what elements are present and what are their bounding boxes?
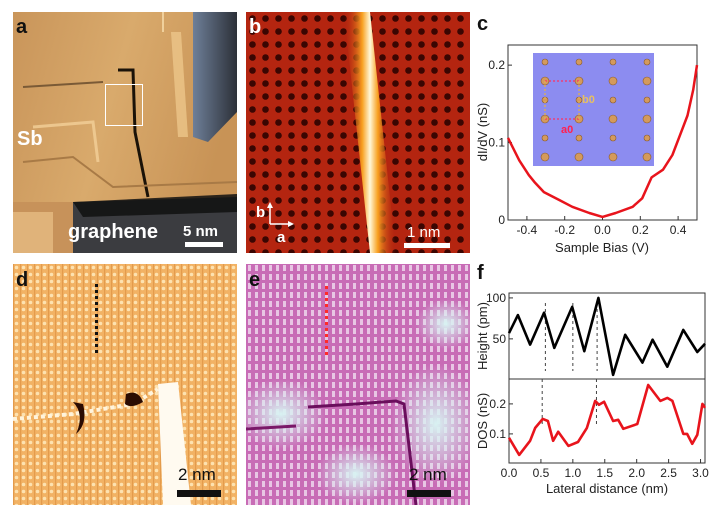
- f-height-axis-label: Height (pm): [475, 302, 490, 370]
- inset-atom: [574, 152, 584, 162]
- c-x-tick-label: -0.4: [517, 223, 538, 237]
- f-dos-line: [507, 383, 707, 457]
- panel-c-label: c: [477, 13, 489, 35]
- panel-b-image: b b a 1 nm: [246, 12, 470, 253]
- inset-atom: [575, 58, 583, 66]
- c-x-tick-label: 0.2: [632, 223, 649, 237]
- panel-e-label: e: [249, 269, 261, 291]
- f-x-tick-label: 2.0: [628, 466, 645, 480]
- inset-atom: [642, 76, 652, 86]
- c-y-tick-label: 0: [498, 213, 505, 227]
- didv-chart: a0 b0 -0.4 -0.2 0.0 0.2 0.4 0 0.1 0.2 Sample Bia…: [475, 44, 699, 255]
- inset-atom: [608, 152, 618, 162]
- inset-a0-label: a0: [561, 124, 573, 136]
- c-y-axis-label: dI/dV (nS): [475, 103, 490, 162]
- inset-atom: [643, 134, 651, 142]
- f-x-tick-label: 1.0: [564, 466, 581, 480]
- lattice-axes-icon: [267, 202, 294, 227]
- panel-d-scalebar: [177, 490, 221, 497]
- c-x-tick-label: 0.4: [670, 223, 687, 237]
- axis-b-label: b: [256, 204, 266, 221]
- c-x-tick-label: -0.2: [554, 223, 575, 237]
- inset-atom: [541, 58, 549, 66]
- f-dos-y-tick-label: 0.2: [489, 397, 506, 411]
- inset-atom: [540, 152, 550, 162]
- inset-atom: [643, 58, 651, 66]
- zoom-region-box: [105, 84, 143, 126]
- panel-e-dos-map: [246, 264, 470, 505]
- panel-d-dislocation-topography: [13, 264, 237, 505]
- panel-a-stm-topography: [13, 12, 237, 253]
- panel-d-label: d: [16, 269, 29, 291]
- panel-b-scalebar: [404, 243, 450, 248]
- panel-e-image: e 2 nm: [246, 264, 470, 505]
- panel-c-chart: c a0 b0 -0.4 -0.2 0.0 0.2 0.4 0 0.1 0.2 Sample B…: [470, 0, 720, 258]
- f-x-tick-label: 2.5: [660, 466, 677, 480]
- panel-f-chart: f 50 100 0.1 0.2 0.0 0.5 1.0 1.5 2.0 2.5 3.0 Later…: [470, 260, 720, 518]
- panel-a-image: a Sb graphene 5 nm: [13, 12, 237, 253]
- inset-atom: [643, 96, 651, 104]
- f-x-tick-label: 1.5: [596, 466, 613, 480]
- c-x-tick-label: 0.0: [594, 223, 611, 237]
- inset-atom: [609, 58, 617, 66]
- f-height-line: [507, 296, 706, 377]
- panel-b-scale-label: 1 nm: [407, 224, 441, 241]
- f-x-tick-label: 0.0: [501, 466, 518, 480]
- panel-b-label: b: [249, 16, 262, 38]
- panel-f-label: f: [477, 262, 484, 284]
- panel-a-scale-label: 5 nm: [183, 223, 219, 240]
- f-dos-y-tick-label: 0.1: [489, 427, 506, 441]
- inset-atom: [608, 76, 618, 86]
- inset-atom: [609, 96, 617, 104]
- f-height-y-tick-label: 50: [493, 332, 507, 346]
- inset-atom: [541, 134, 549, 142]
- panel-e-scalebar: [407, 490, 451, 497]
- inset-atom: [642, 152, 652, 162]
- inset-b0-label: b0: [582, 94, 595, 106]
- inset-atom: [575, 134, 583, 142]
- inset-background: [533, 53, 654, 166]
- line-profile-chart: 50 100 0.1 0.2 0.0 0.5 1.0 1.5 2.0 2.5 3.0 Lateral…: [475, 291, 709, 496]
- c-y-tick-label: 0.2: [488, 58, 505, 72]
- line-profile-marker: [95, 284, 98, 356]
- lattice-inset: a0 b0: [533, 53, 654, 166]
- axis-a-label: a: [277, 229, 286, 246]
- substrate-label: graphene: [68, 221, 159, 243]
- f-dos-axis-label: DOS (nS): [475, 393, 490, 449]
- f-height-frame: [508, 292, 706, 380]
- panel-d-image: d 2 nm: [13, 264, 237, 505]
- material-label: Sb: [17, 128, 43, 150]
- c-series-line: [506, 64, 699, 219]
- inset-atom: [608, 114, 618, 124]
- panel-b-atomic-lattice: [246, 12, 470, 253]
- panel-d-scale-label: 2 nm: [178, 465, 216, 484]
- panel-a-label: a: [16, 16, 28, 38]
- inset-atom: [609, 134, 617, 142]
- f-height-y-tick-label: 100: [486, 291, 506, 305]
- f-x-tick-label: 3.0: [692, 466, 709, 480]
- inset-atom: [642, 114, 652, 124]
- c-y-tick-label: 0.1: [488, 136, 505, 150]
- panel-a-scalebar: [185, 242, 223, 247]
- panel-e-scale-label: 2 nm: [409, 465, 447, 484]
- line-profile-marker-red: [325, 286, 328, 358]
- f-dos-frame: [508, 378, 706, 464]
- c-x-axis-label: Sample Bias (V): [555, 240, 649, 255]
- f-x-axis-label: Lateral distance (nm): [546, 481, 668, 496]
- f-x-tick-label: 0.5: [533, 466, 550, 480]
